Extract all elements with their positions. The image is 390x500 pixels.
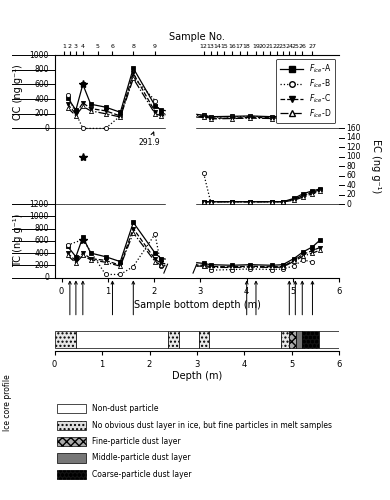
Bar [55,330,76,348]
Legend: $F_{ice}$-A, $F_{ice}$-B, $F_{ice}$-C, $F_{ice}$-D: $F_{ice}$-A, $F_{ice}$-B, $F_{ice}$-C, $… [277,59,335,124]
Bar [296,330,302,348]
Text: 0: 0 [44,124,49,133]
X-axis label: Sample bottom depth (m): Sample bottom depth (m) [133,300,261,310]
Bar [166,55,195,278]
Bar [209,330,282,348]
Text: 600: 600 [34,236,49,246]
Text: 60: 60 [346,171,356,180]
Text: OC (ng g⁻¹): OC (ng g⁻¹) [12,64,23,120]
Text: 291.9: 291.9 [139,132,160,147]
Text: Ice core profile: Ice core profile [3,374,12,431]
Bar [319,330,339,348]
Text: 0: 0 [44,273,49,282]
Text: Non-dust particle: Non-dust particle [92,404,158,413]
Text: 600: 600 [34,80,49,89]
Bar [57,420,86,430]
Bar [179,330,199,348]
Bar [199,330,209,348]
Text: 1000: 1000 [30,212,49,221]
Text: 400: 400 [34,94,49,104]
Text: 80: 80 [346,162,356,171]
Text: 140: 140 [346,134,361,142]
Bar [302,330,319,348]
Text: 20: 20 [346,190,356,199]
Bar [57,437,86,446]
X-axis label: Sample No.: Sample No. [169,32,225,42]
Text: 1000: 1000 [30,50,49,59]
Text: 800: 800 [34,65,49,74]
Text: 100: 100 [346,152,361,162]
Text: 1200: 1200 [30,200,49,208]
Bar [282,330,289,348]
Text: 800: 800 [34,224,49,233]
Bar [76,330,168,348]
Text: 0: 0 [346,200,351,208]
Text: Fine-particle dust layer: Fine-particle dust layer [92,437,180,446]
Bar [57,404,86,413]
Text: 400: 400 [34,248,49,258]
Bar [57,470,86,479]
X-axis label: Depth (m): Depth (m) [172,372,222,382]
Text: Coarse-particle dust layer: Coarse-particle dust layer [92,470,191,479]
Text: 120: 120 [346,143,361,152]
Bar [289,330,296,348]
Bar [57,454,86,462]
Text: TC (ng g⁻¹): TC (ng g⁻¹) [12,214,23,268]
Text: EC (ng g⁻¹): EC (ng g⁻¹) [371,139,381,194]
Text: 40: 40 [346,180,356,190]
Bar [168,330,179,348]
Text: 160: 160 [346,124,361,133]
Text: 200: 200 [34,261,49,270]
Text: Middle-particle dust layer: Middle-particle dust layer [92,454,190,462]
Text: 200: 200 [34,109,49,118]
Text: No obvious dust layer in ice, but fine particles in melt samples: No obvious dust layer in ice, but fine p… [92,420,332,430]
